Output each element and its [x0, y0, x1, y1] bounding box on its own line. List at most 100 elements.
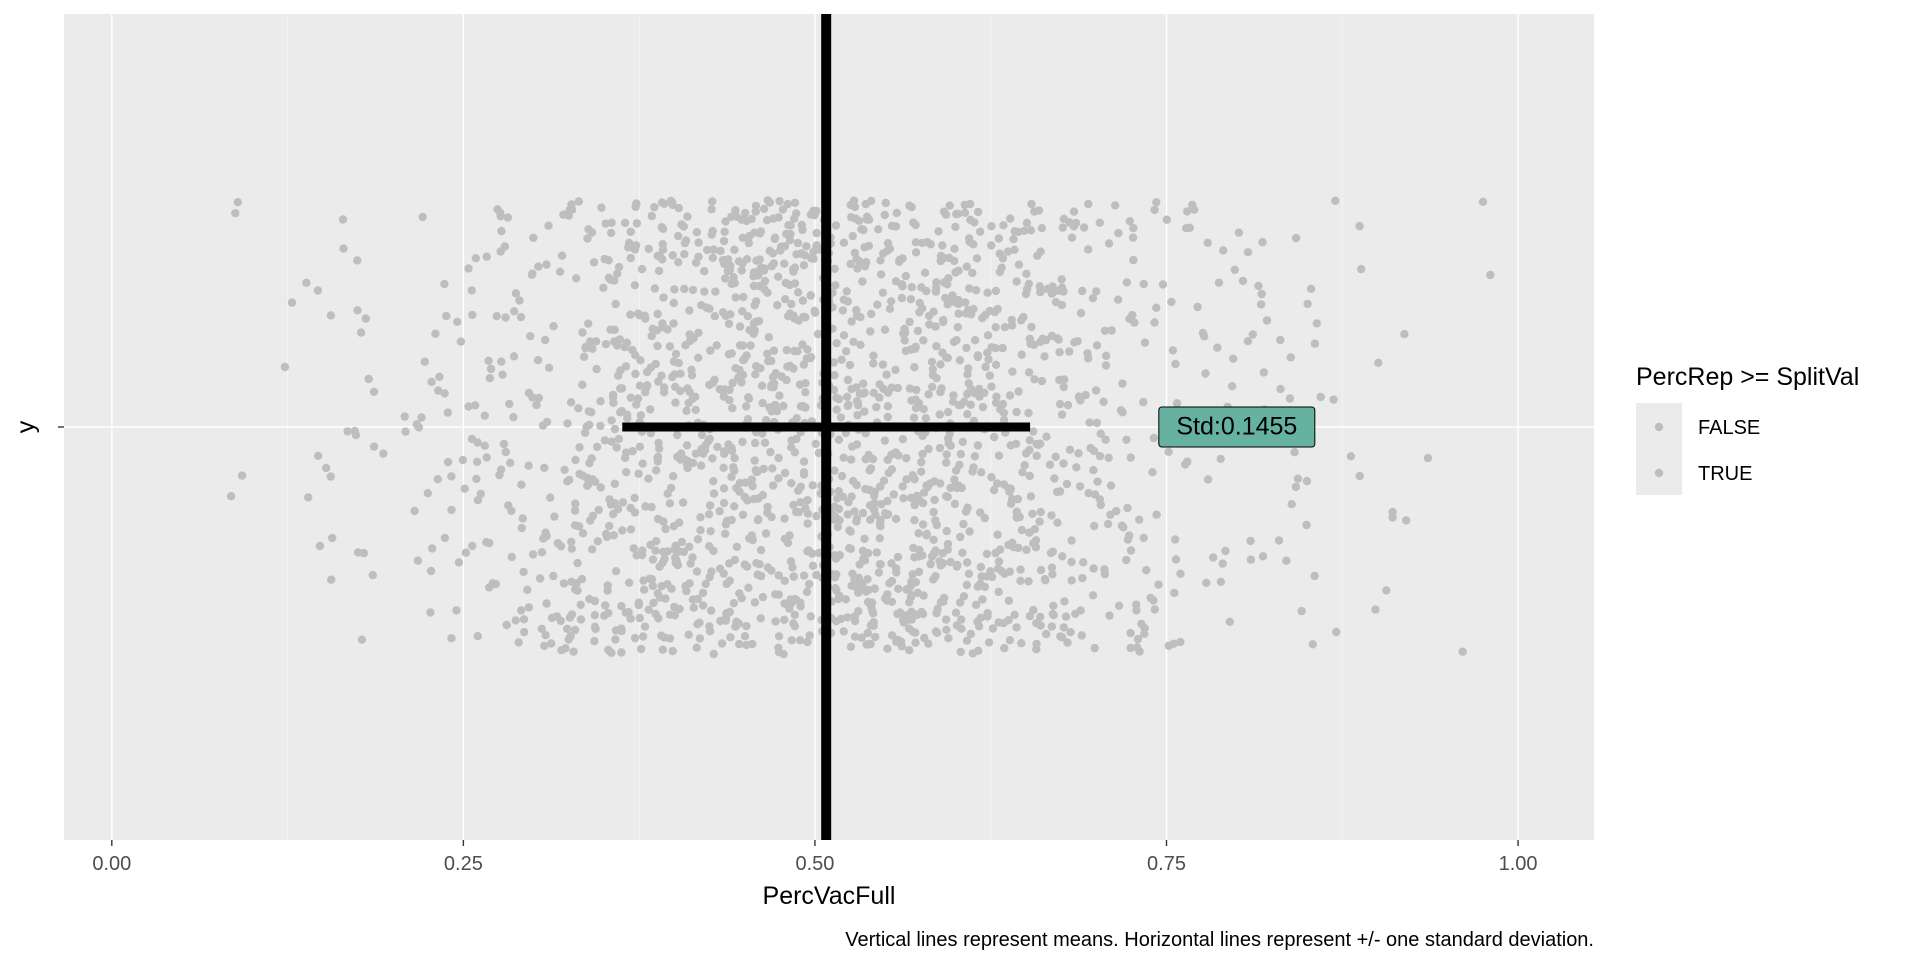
data-point [946, 441, 955, 450]
data-point [1122, 435, 1131, 444]
data-point [689, 603, 698, 612]
data-point [761, 416, 771, 425]
data-point [796, 402, 806, 411]
data-point [631, 369, 640, 379]
data-point [1100, 565, 1109, 574]
data-point [731, 206, 740, 215]
data-point [1084, 199, 1093, 209]
data-point [1025, 334, 1035, 343]
data-point [964, 569, 974, 578]
data-point [1230, 265, 1240, 274]
data-point [550, 512, 559, 521]
data-point [1021, 449, 1031, 458]
data-point [761, 529, 771, 538]
data-point [280, 362, 290, 372]
data-point [898, 282, 907, 291]
data-point [468, 541, 477, 551]
data-point [841, 595, 851, 604]
data-point [1302, 520, 1311, 530]
data-point [1308, 640, 1318, 649]
data-point [379, 449, 388, 458]
data-point [951, 222, 960, 232]
data-point [1017, 639, 1026, 648]
data-point [803, 519, 812, 528]
data-point [1084, 354, 1093, 363]
data-point [1083, 245, 1093, 254]
data-point [1256, 300, 1266, 309]
data-point [670, 611, 679, 620]
data-point [467, 286, 476, 295]
data-point [850, 575, 859, 584]
data-point [801, 379, 810, 388]
data-point [570, 521, 580, 530]
data-point [929, 507, 938, 517]
data-point [534, 393, 543, 403]
data-point [742, 621, 751, 631]
data-point [606, 500, 616, 509]
data-point [1054, 335, 1063, 344]
data-point [578, 529, 588, 538]
data-point [685, 306, 694, 315]
data-point [786, 221, 795, 230]
data-point [744, 238, 753, 248]
data-point [753, 570, 762, 579]
data-point [1227, 382, 1237, 391]
data-point [614, 262, 624, 272]
data-point [506, 458, 515, 467]
data-point [1400, 329, 1409, 339]
data-point [906, 295, 916, 304]
data-point [1040, 574, 1050, 584]
data-point [646, 405, 655, 414]
data-point [987, 382, 996, 391]
data-point [683, 212, 692, 221]
data-point [747, 475, 757, 484]
data-point [713, 442, 722, 452]
data-point [796, 482, 805, 491]
data-point [648, 324, 657, 333]
data-point [1099, 397, 1108, 406]
data-point [659, 388, 669, 397]
data-point [596, 421, 605, 431]
data-point [830, 466, 839, 475]
data-point [1258, 552, 1268, 561]
data-point [752, 267, 762, 277]
data-point [1259, 368, 1269, 377]
data-point [659, 517, 668, 526]
data-point [1076, 606, 1085, 615]
data-point [1104, 239, 1114, 248]
data-point [480, 441, 489, 450]
data-point [542, 417, 552, 427]
data-point [738, 510, 748, 519]
data-point [423, 489, 432, 498]
data-point [774, 571, 783, 580]
data-point [860, 534, 869, 543]
data-point [535, 574, 545, 583]
data-point [1357, 264, 1366, 274]
data-point [428, 544, 437, 553]
data-point [919, 591, 928, 600]
data-point [509, 352, 519, 361]
data-point [514, 638, 523, 647]
data-point [994, 451, 1004, 460]
data-point [578, 380, 587, 389]
data-point [705, 304, 714, 313]
data-point [697, 301, 706, 310]
data-point [1312, 319, 1322, 328]
data-point [983, 288, 992, 297]
data-point [507, 552, 516, 562]
data-point [657, 631, 666, 640]
data-point [991, 398, 1001, 407]
data-point [853, 264, 862, 273]
data-point [564, 211, 573, 220]
data-point [237, 471, 247, 480]
data-point [932, 342, 941, 351]
data-point [776, 246, 785, 255]
data-point [891, 222, 901, 231]
data-point [1071, 218, 1081, 228]
data-point [751, 370, 760, 379]
data-point [860, 243, 869, 252]
data-point [980, 582, 990, 592]
data-point [968, 268, 977, 278]
data-point [936, 598, 946, 607]
data-point [1007, 321, 1017, 330]
